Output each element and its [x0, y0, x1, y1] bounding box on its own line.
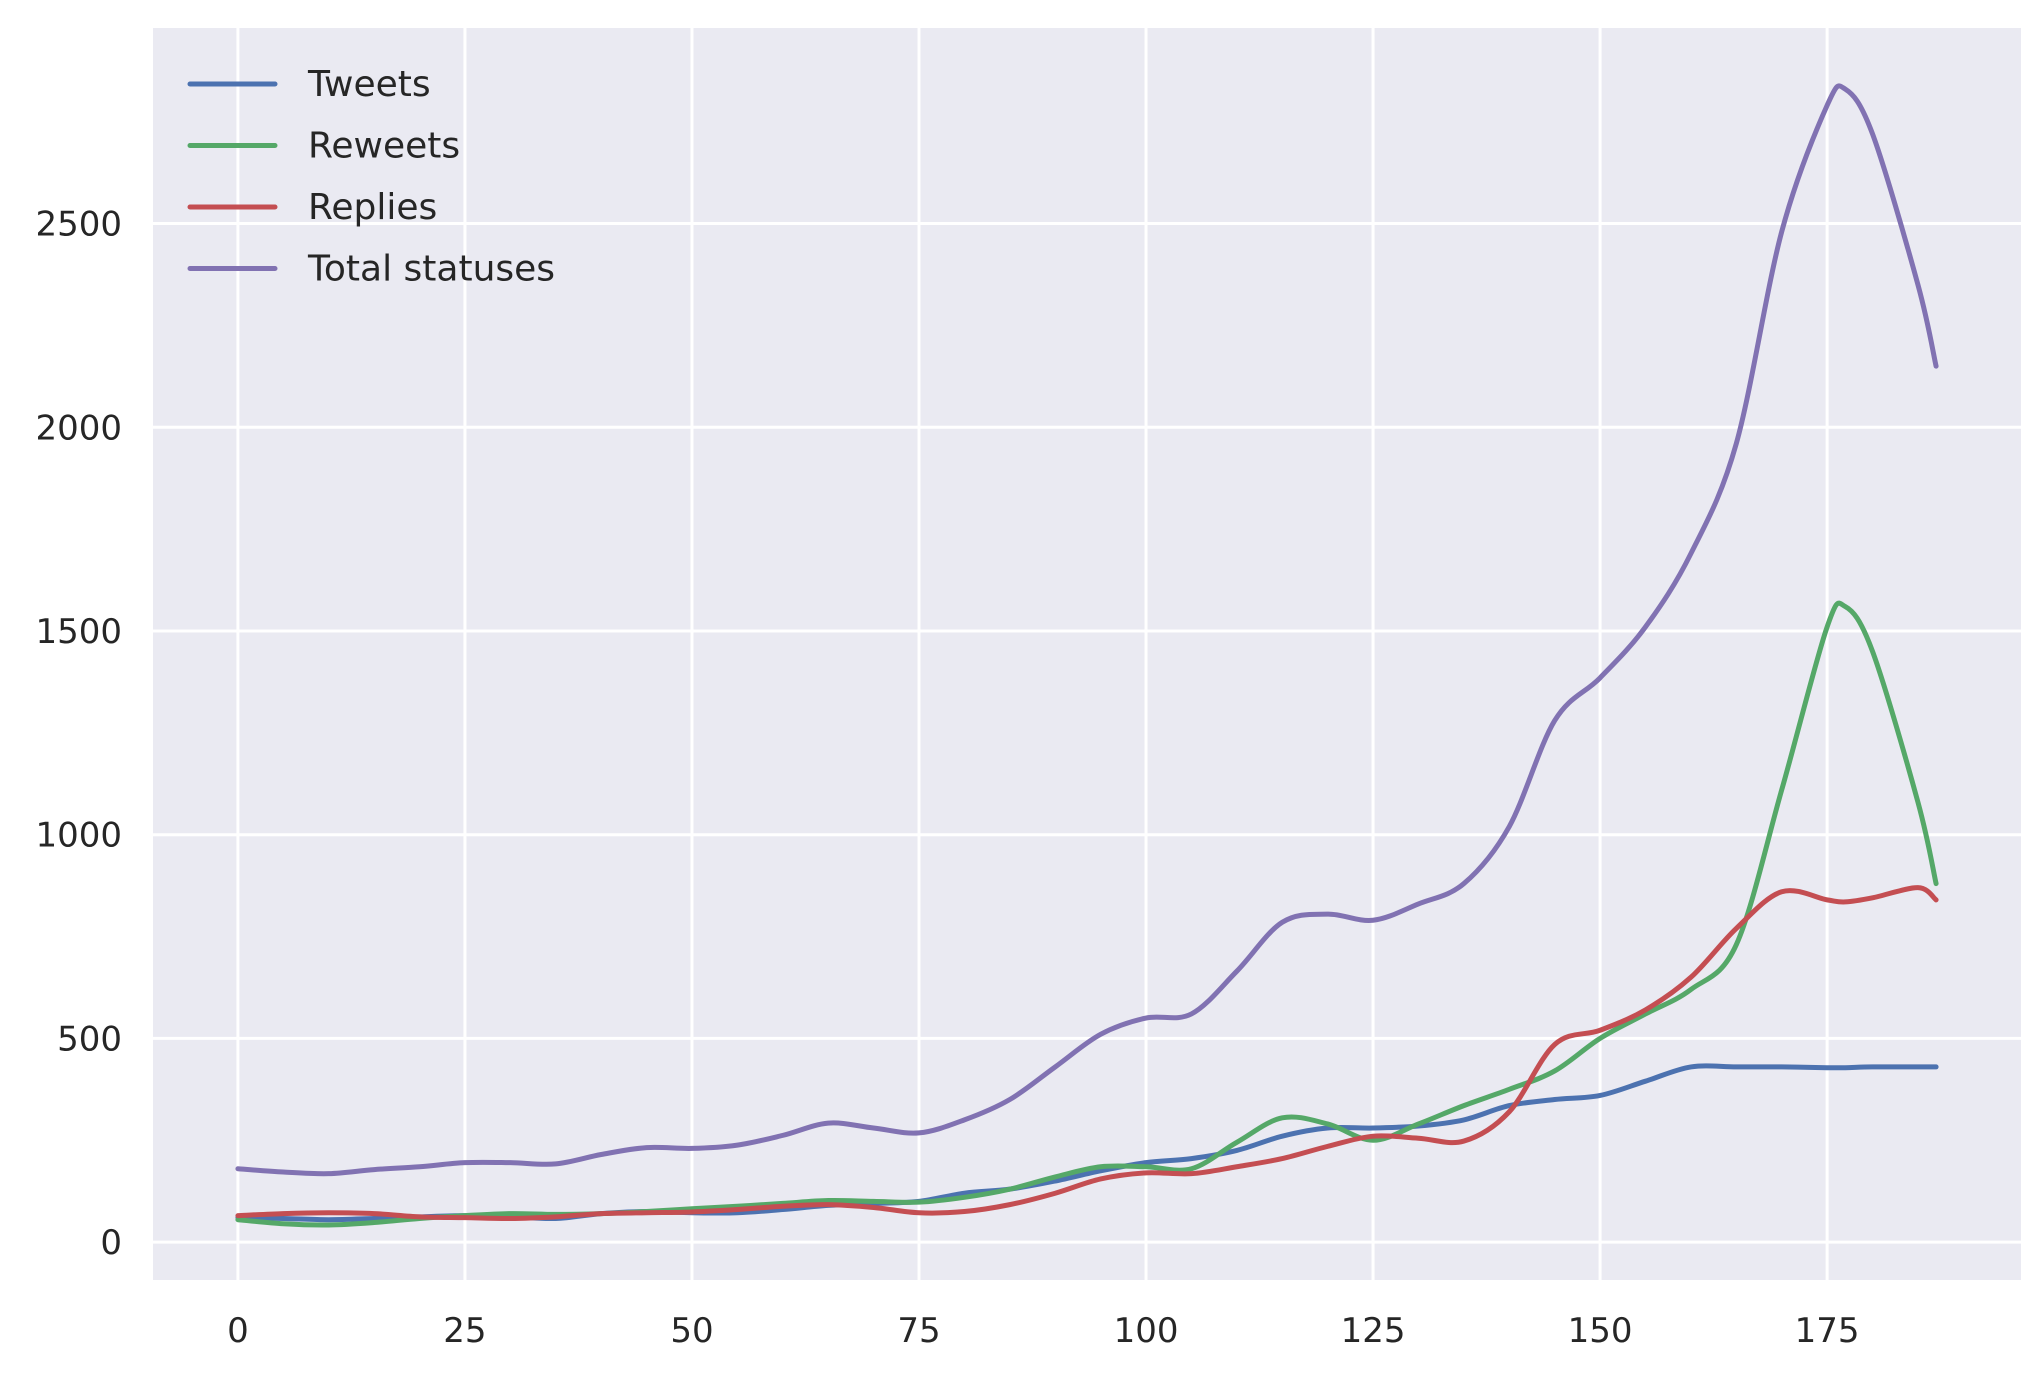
legend-entry-total-statuses: Total statuses — [187, 249, 555, 290]
legend-entry-reweets: Reweets — [187, 126, 460, 167]
grid-lines — [153, 28, 2021, 1280]
x-tick-label: 75 — [897, 1311, 940, 1351]
x-axis-tick-labels: 0 25 50 75 100 125 150 175 — [227, 1311, 1859, 1351]
legend-entry-replies: Replies — [187, 187, 437, 228]
series-lines — [235, 83, 1939, 1228]
legend: Tweets Reweets Replies Total statuses — [187, 64, 555, 290]
y-tick-label: 1000 — [35, 816, 122, 856]
x-tick-label: 0 — [227, 1311, 249, 1351]
legend-label: Replies — [308, 187, 437, 228]
x-tick-label: 150 — [1568, 1311, 1633, 1351]
y-tick-label: 2500 — [35, 205, 122, 245]
x-tick-label: 125 — [1341, 1311, 1406, 1351]
x-tick-label: 25 — [443, 1311, 486, 1351]
series-line-total-statuses — [235, 83, 1939, 1177]
y-tick-label: 2000 — [35, 408, 122, 448]
legend-entry-tweets: Tweets — [187, 64, 431, 105]
x-tick-label: 100 — [1114, 1311, 1179, 1351]
x-tick-label: 50 — [670, 1311, 713, 1351]
y-tick-label: 1500 — [35, 612, 122, 652]
series-line-reweets — [235, 600, 1939, 1228]
legend-label: Tweets — [307, 64, 431, 105]
y-axis-tick-labels: 0 500 1000 1500 2000 2500 — [35, 205, 122, 1264]
y-tick-label: 0 — [100, 1223, 122, 1263]
series-line-replies — [235, 885, 1939, 1221]
x-tick-label: 175 — [1795, 1311, 1860, 1351]
legend-label: Total statuses — [307, 249, 555, 290]
legend-label: Reweets — [308, 126, 460, 167]
y-tick-label: 500 — [57, 1019, 122, 1059]
